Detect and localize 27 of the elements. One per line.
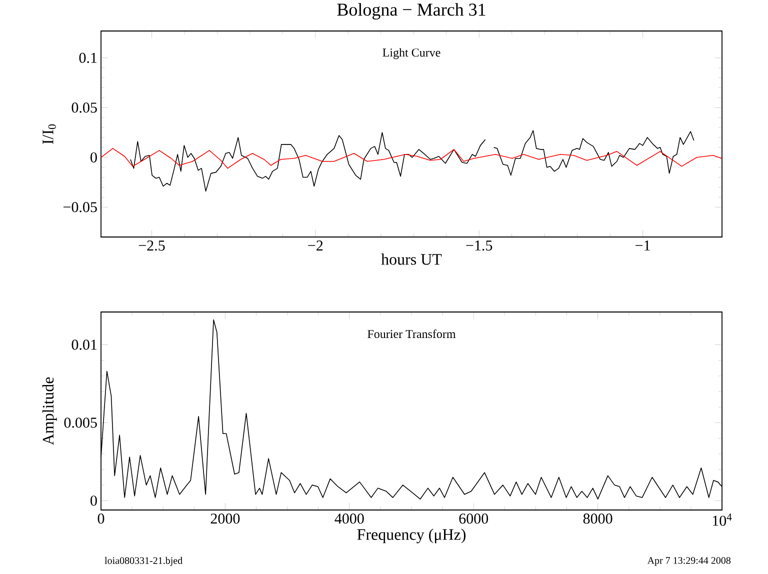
text: loia080331-21.bjed	[104, 556, 182, 566]
y-tick-label: 0.01	[72, 340, 97, 350]
x-tick-label: 10$^{4}$	[712, 514, 732, 526]
y-tick-label: 0	[90, 152, 97, 162]
y-axis-title: Amplitude	[42, 377, 57, 446]
x-tick-label: 4000	[334, 514, 364, 524]
text: Apr 7 13:29:44 2008	[647, 557, 731, 566]
annotation: Light Curve	[382, 48, 440, 60]
x-tick-label: −1.5	[466, 240, 492, 251]
x-tick-label: 6000	[459, 514, 488, 524]
chart-title: Bologna − March 31	[337, 3, 486, 20]
y-axis-title: I/I$_{0}$	[42, 124, 56, 144]
y-tick-label: 0.005	[64, 418, 97, 428]
x-tick-label: 2000	[210, 514, 240, 524]
annotation: Fourier Transform	[368, 329, 456, 338]
line-series	[100, 148, 722, 169]
x-tick-label: −1	[636, 240, 650, 250]
y-tick-label: −0.05	[64, 202, 97, 212]
x-tick-label: 8000	[583, 514, 612, 524]
x-axis-title: Frequency (μHz)	[357, 528, 466, 544]
x-tick-label: −2.5	[138, 240, 165, 251]
x-tick-label: 0	[98, 514, 104, 524]
y-tick-label: 0.05	[72, 102, 97, 113]
y-tick-label: 0	[90, 496, 97, 506]
x-axis-title: hours UT	[381, 254, 442, 265]
x-tick-label: −2	[308, 240, 323, 250]
y-tick-label: 0.1	[79, 52, 97, 63]
